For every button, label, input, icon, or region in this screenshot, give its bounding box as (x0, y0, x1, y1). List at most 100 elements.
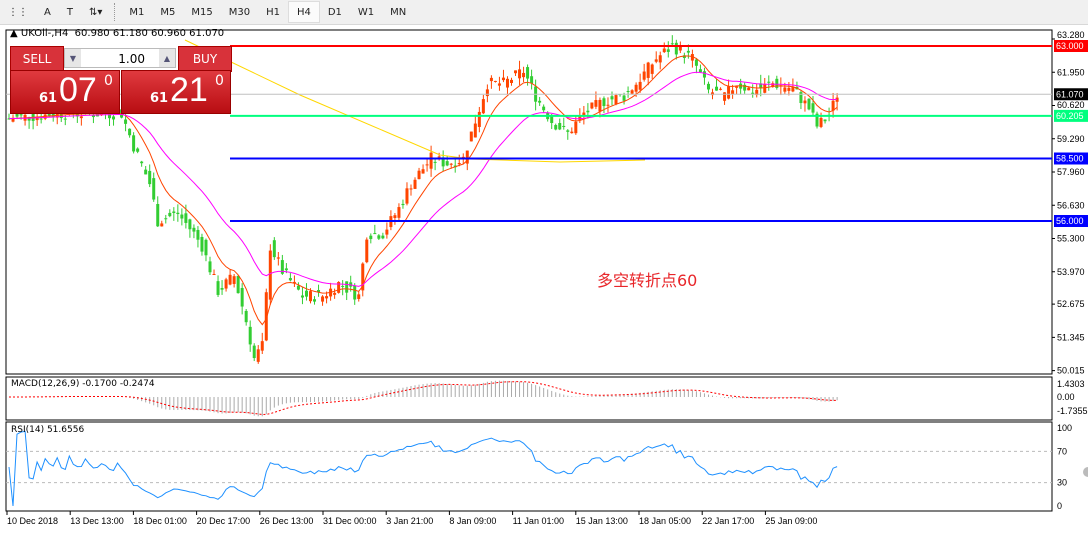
level-tag-text: 63.000 (1056, 41, 1084, 51)
timeframe-mn[interactable]: MN (390, 6, 407, 18)
ema-fast-line (8, 55, 838, 326)
candle-body (264, 292, 268, 341)
candle-body (694, 59, 698, 66)
candle-body (405, 188, 409, 204)
time-label: 25 Jan 09:00 (765, 516, 817, 526)
candle-body (268, 250, 272, 300)
text-label-icon[interactable]: T (66, 6, 73, 18)
candle-body (369, 235, 373, 240)
candle-body (244, 310, 248, 323)
candle-body (276, 257, 280, 259)
candle-body (256, 349, 260, 362)
candle-body (296, 285, 300, 290)
candle-body (711, 92, 714, 96)
candle-body (485, 89, 489, 97)
text-tool-icon[interactable]: A (44, 6, 51, 18)
candle-body (465, 150, 469, 164)
level-tag-text: 58.500 (1056, 154, 1084, 164)
candle-body (353, 285, 357, 300)
candle-body (606, 104, 610, 106)
candle-body (112, 116, 116, 120)
candle-body (783, 87, 787, 92)
increase-lot-button[interactable]: ▲ (159, 49, 175, 67)
candle-body (433, 161, 437, 163)
candle-body (292, 281, 296, 283)
candle-body (317, 290, 321, 293)
time-label: 18 Dec 01:00 (133, 516, 187, 526)
arrows-icon[interactable]: ⇅▾ (88, 6, 103, 18)
candle-body (393, 215, 397, 219)
buy-price-pips: 21 (170, 71, 208, 109)
candle-body (309, 291, 312, 302)
price-tick-label: 50.015 (1057, 366, 1085, 376)
candle-body (719, 88, 723, 90)
candle-body (723, 92, 727, 101)
level-tag-text: 61.070 (1056, 89, 1084, 99)
candle-body (232, 276, 236, 284)
candle-body (27, 117, 31, 121)
ma-slow-line (184, 39, 646, 163)
candle-body (674, 42, 678, 55)
candle-body (184, 213, 188, 223)
chart-area[interactable]: 63.280 61.950 60.620 59.290 57.960 56.630 55.3… (0, 24, 1088, 533)
candle-body (128, 128, 132, 136)
candle-body (425, 164, 429, 166)
timeframe-m15[interactable]: M15 (191, 6, 213, 18)
sell-price-major: 61 (39, 91, 58, 106)
candle-body (79, 116, 83, 119)
candle-body (602, 98, 606, 107)
main-panel-frame (5, 29, 1053, 375)
candle-body (91, 115, 95, 118)
candle-body (176, 212, 180, 215)
candle-body (124, 119, 128, 124)
buy-price[interactable]: 61 21 0 (121, 70, 231, 114)
grid-icon[interactable]: ⋮⋮ (8, 6, 28, 18)
timeframe-m30[interactable]: M30 (228, 6, 251, 18)
sell-price[interactable]: 61 07 0 (10, 70, 120, 114)
timeframe-m5[interactable]: M5 (160, 6, 176, 18)
candle-body (361, 263, 365, 291)
candle-body (168, 212, 172, 217)
timeframe-h1[interactable]: H1 (266, 6, 280, 18)
candle-body (799, 92, 803, 104)
candle-body (566, 130, 570, 132)
candle-body (650, 64, 654, 74)
macd-label: MACD(12,26,9) -0.1700 -0.2474 (11, 379, 155, 389)
timeframe-w1[interactable]: W1 (357, 6, 375, 18)
candle-body (489, 77, 493, 82)
candle-body (803, 100, 807, 104)
candle-body (642, 71, 646, 80)
price-tick-label: 53.970 (1057, 267, 1085, 277)
candle-body (751, 92, 755, 94)
level-tag-60.205 (1054, 109, 1088, 122)
candle-body (775, 78, 779, 88)
candle-body (514, 70, 518, 74)
candle-body (19, 114, 23, 116)
time-label: 13 Dec 13:00 (70, 516, 124, 526)
candle-body (554, 125, 558, 130)
rsi-tick-label: 70 (1057, 446, 1067, 456)
lot-input[interactable] (83, 51, 147, 67)
candle-body (345, 281, 349, 293)
timeframe-d1[interactable]: D1 (327, 6, 342, 18)
candle-body (284, 268, 288, 271)
candle-body (216, 281, 220, 295)
candle-body (682, 55, 686, 58)
sell-button[interactable]: SELL (10, 46, 64, 72)
candle-body (497, 83, 501, 86)
timeframe-m1[interactable]: M1 (129, 6, 145, 18)
decrease-lot-button[interactable]: ▼ (65, 49, 81, 67)
macd-tick-label: -1.7355 (1057, 406, 1088, 416)
candle-body (658, 55, 662, 63)
timeframe-h4[interactable]: H4 (287, 1, 320, 23)
scroll-handle-icon[interactable] (1083, 467, 1088, 477)
candle-body (288, 278, 292, 281)
sell-price-fraction: 0 (104, 73, 113, 89)
candle-body (715, 86, 719, 91)
candle-body (325, 296, 329, 299)
candle-body (373, 233, 377, 235)
buy-button[interactable]: BUY (178, 46, 232, 72)
ma-mid-line (9, 71, 838, 287)
candle-body (248, 326, 252, 345)
candle-body (759, 83, 763, 89)
